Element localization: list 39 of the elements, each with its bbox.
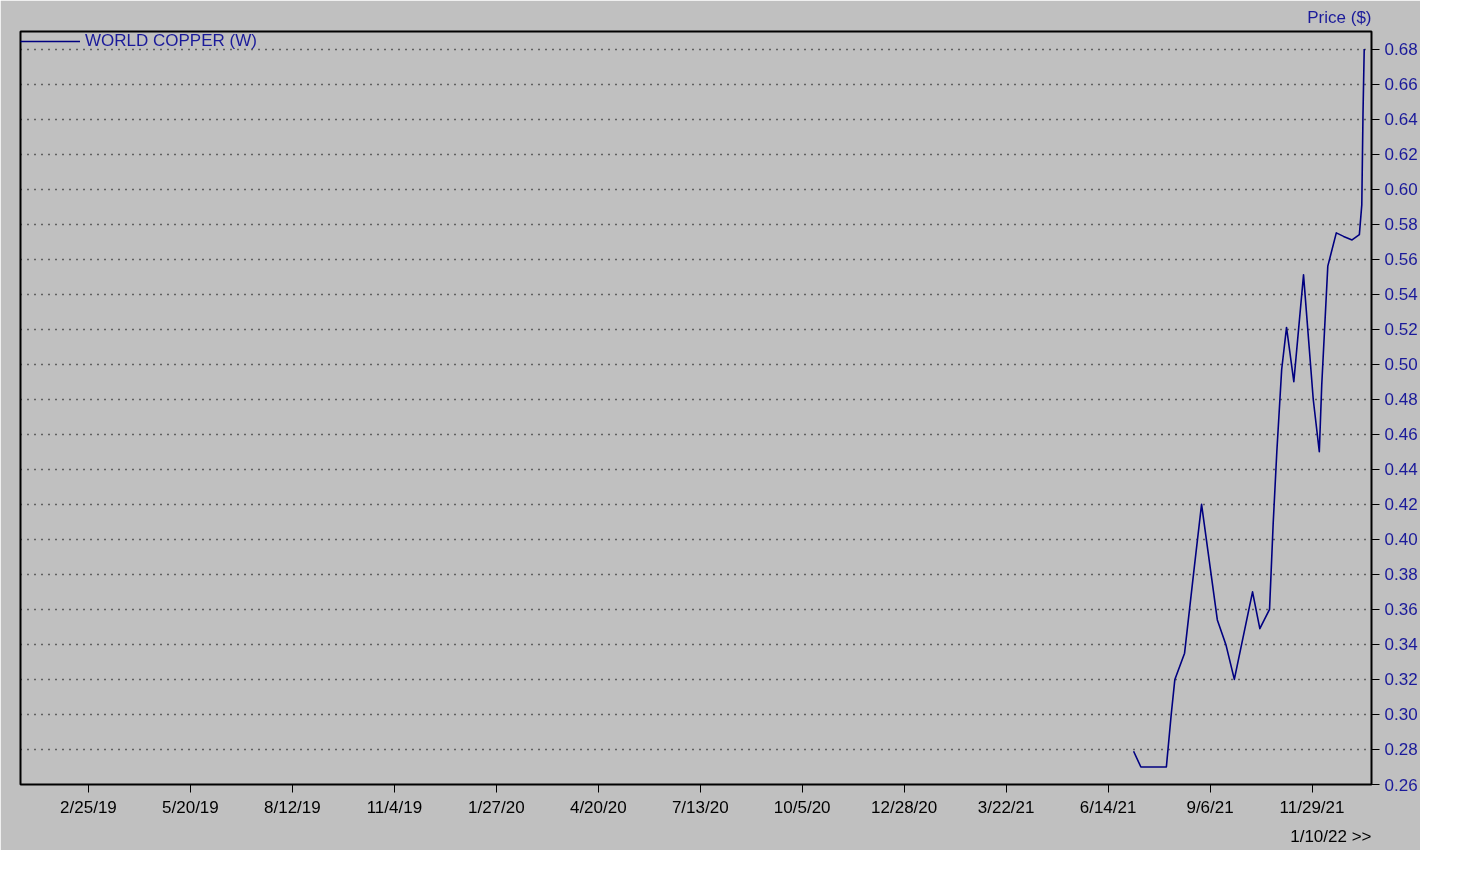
x-tick-label: 11/29/21	[1279, 797, 1345, 817]
y-tick-label: 0.46	[1384, 425, 1418, 445]
x-tick-label: 2/25/19	[60, 797, 117, 817]
y-tick-label: 0.68	[1384, 40, 1418, 60]
line-series	[1132, 48, 1366, 768]
x-tick-label: 12/28/20	[871, 797, 938, 817]
x-tick-label: 7/13/20	[671, 797, 729, 817]
legend-label: WORLD COPPER (W)	[85, 31, 257, 51]
y-tick-label: 0.66	[1384, 75, 1418, 95]
y-tick-label: 0.54	[1384, 285, 1418, 305]
text: 1/10/22 >>	[1290, 826, 1372, 846]
x-tick-label: 9/6/21	[1186, 797, 1234, 817]
y-tick-label: 0.40	[1384, 530, 1418, 550]
y-tick-label: 0.52	[1384, 320, 1418, 340]
y-tick-label: 0.50	[1384, 355, 1418, 375]
y-tick-label: 0.56	[1384, 250, 1418, 270]
y-axis-title: Price ($)	[1307, 7, 1372, 27]
y-tick-label: 0.48	[1384, 390, 1418, 410]
x-tick-label: 8/12/19	[264, 797, 321, 817]
y-tick-label: 0.62	[1384, 145, 1418, 165]
x-tick-label: 10/5/20	[773, 797, 831, 817]
x-tick-label: 4/20/20	[569, 797, 627, 817]
y-tick-label: 0.38	[1384, 565, 1418, 585]
y-tick-label: 0.64	[1384, 110, 1418, 130]
y-tick-label: 0.30	[1384, 705, 1418, 725]
x-tick-label: 1/27/20	[467, 797, 525, 817]
x-tick-label: 6/14/21	[1079, 797, 1137, 817]
y-tick-label: 0.58	[1384, 215, 1418, 235]
x-tick-label: 3/22/21	[977, 797, 1035, 817]
y-tick-label: 0.28	[1384, 740, 1418, 760]
y-tick-label: 0.44	[1384, 460, 1418, 480]
y-tick-label: 0.42	[1384, 495, 1418, 515]
x-tick-label: 11/4/19	[366, 797, 423, 817]
y-tick-label: 0.32	[1384, 670, 1418, 690]
y-tick-label: 0.34	[1384, 635, 1418, 655]
y-tick-label: 0.36	[1384, 600, 1418, 620]
y-tick-label: 0.60	[1384, 180, 1418, 200]
x-tick-label: 5/20/19	[162, 797, 219, 817]
y-tick-label: 0.26	[1384, 775, 1418, 795]
